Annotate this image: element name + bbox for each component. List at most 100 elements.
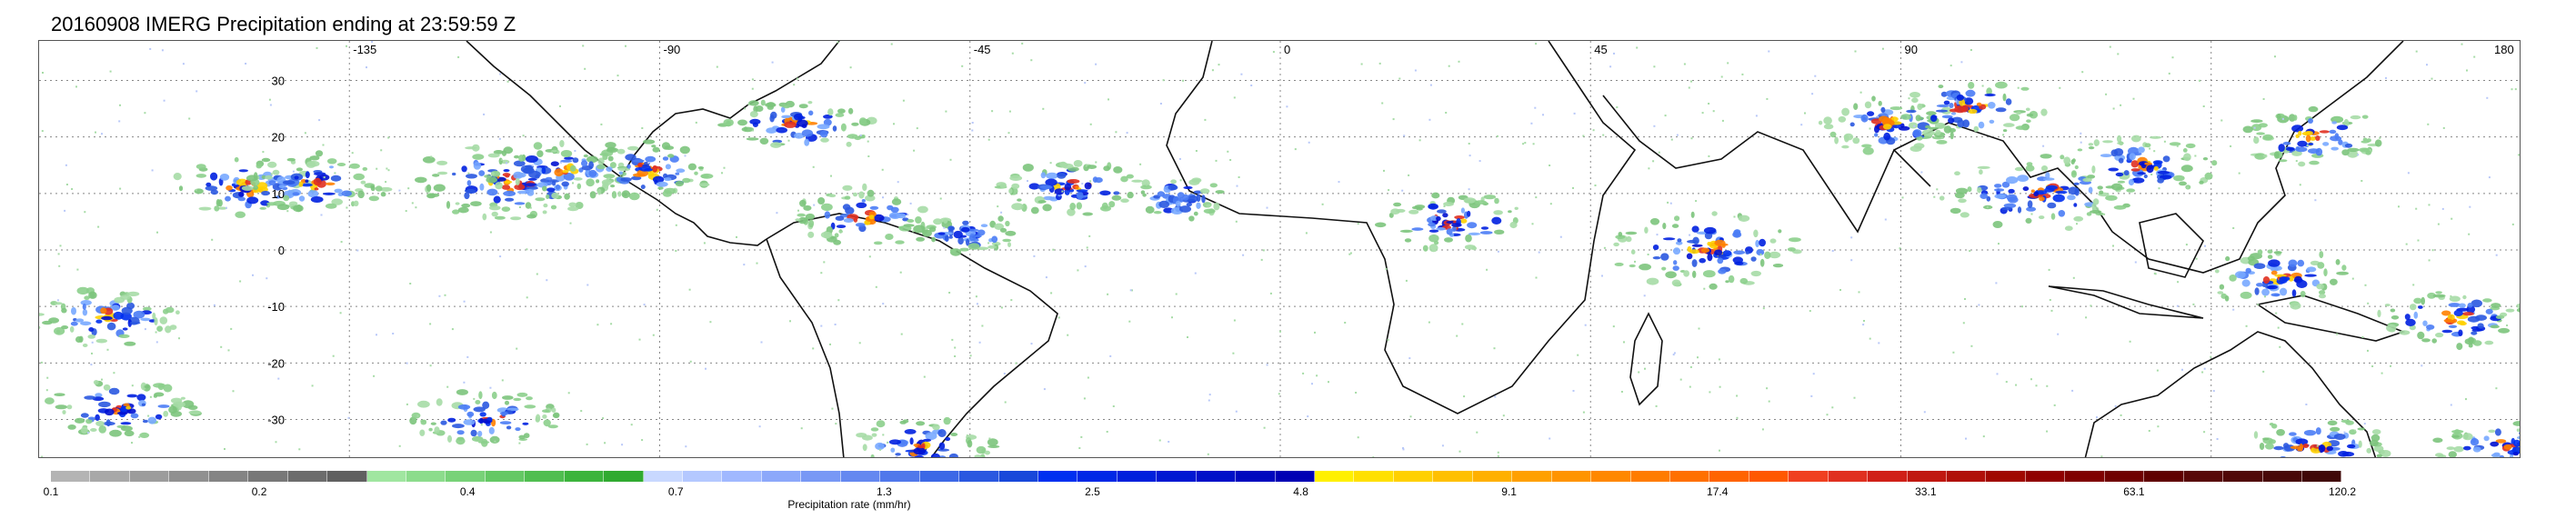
- precip-blob: [268, 180, 276, 186]
- precip-speckle: [76, 268, 79, 271]
- colorbar-swatch: [485, 471, 526, 482]
- precip-blob: [2319, 290, 2326, 295]
- precip-blob: [1930, 115, 1938, 122]
- precip-blob: [2347, 150, 2359, 158]
- precip-blob: [2448, 324, 2458, 328]
- precip-speckle: [569, 222, 572, 225]
- precip-blob: [175, 310, 180, 315]
- precip-blob: [2025, 107, 2030, 112]
- precip-speckle: [812, 347, 815, 350]
- precip-blob: [2472, 446, 2481, 453]
- precip-blob: [479, 183, 485, 191]
- precip-blob: [2323, 268, 2328, 277]
- precip-blob: [1732, 231, 1742, 238]
- precip-speckle: [304, 132, 306, 135]
- precip-speckle: [1913, 125, 1916, 127]
- precip-blob: [153, 383, 165, 388]
- precip-blob: [1131, 179, 1143, 183]
- precip-blob: [2115, 172, 2124, 177]
- precip-speckle: [2134, 261, 2137, 264]
- precip-speckle: [56, 299, 59, 302]
- precip-speckle: [887, 441, 889, 444]
- precip-speckle: [1616, 106, 1619, 108]
- precipitation-map[interactable]: -135 -90 -45 0 45 90 180 30 20 10 0 -10 -20 -30: [38, 40, 2521, 458]
- precip-blob: [1874, 125, 1879, 134]
- precip-speckle: [1208, 399, 1210, 402]
- precip-blob: [1203, 208, 1216, 214]
- precip-blob: [136, 394, 146, 402]
- precip-blob: [422, 156, 436, 164]
- precip-speckle: [1549, 203, 1552, 205]
- precip-speckle: [1613, 52, 1615, 55]
- precip-blob: [1436, 215, 1441, 222]
- precip-speckle: [2030, 378, 2032, 381]
- precip-blob: [1962, 119, 1970, 128]
- precip-blob: [1965, 89, 1976, 97]
- precip-blob: [503, 169, 510, 173]
- precip-blob: [583, 154, 588, 158]
- precip-blob: [2443, 318, 2453, 323]
- precip-blob: [286, 157, 296, 162]
- precip-blob: [1067, 179, 1080, 184]
- precip-speckle: [1272, 51, 1275, 54]
- precip-blob: [2256, 283, 2264, 287]
- precip-blob: [682, 177, 691, 184]
- precip-blob: [576, 183, 582, 190]
- precip-speckle: [1355, 392, 1358, 394]
- precip-speckle: [1408, 174, 1410, 176]
- precip-blob: [546, 187, 556, 193]
- precip-speckle: [2367, 349, 2369, 352]
- precip-blob: [875, 442, 885, 451]
- precip-blob: [1059, 161, 1067, 168]
- precip-speckle: [75, 85, 77, 88]
- precip-blob: [2280, 455, 2287, 457]
- precip-speckle: [743, 264, 746, 266]
- precip-blob: [2229, 274, 2237, 282]
- precip-blob: [305, 171, 310, 179]
- precip-blob: [456, 430, 465, 435]
- latitude-label: 30: [272, 75, 285, 88]
- precip-speckle: [1656, 234, 1659, 236]
- precip-speckle: [230, 327, 233, 330]
- precip-speckle: [1736, 416, 1739, 419]
- precip-blob: [1957, 119, 1965, 128]
- precip-blob: [298, 181, 304, 187]
- precip-blob: [188, 410, 202, 415]
- colorbar-swatch: [1551, 471, 1592, 482]
- precip-blob: [84, 395, 96, 400]
- precip-speckle: [411, 202, 414, 205]
- precip-blob: [2390, 308, 2396, 313]
- precip-speckle: [2426, 64, 2428, 66]
- precip-speckle: [830, 175, 832, 177]
- precip-blob: [524, 183, 536, 187]
- precip-blob: [1671, 224, 1679, 228]
- precip-blob: [1917, 103, 1923, 111]
- precip-blob: [2288, 259, 2298, 267]
- precip-speckle: [912, 230, 915, 233]
- precip-blob: [2330, 426, 2340, 432]
- precip-speckle: [415, 206, 417, 209]
- precip-speckle: [2199, 79, 2200, 82]
- precip-blob: [436, 398, 443, 406]
- precip-blob: [846, 141, 852, 147]
- precip-blob: [2317, 262, 2325, 269]
- precip-blob: [2466, 305, 2476, 314]
- precip-blob: [2492, 452, 2501, 456]
- precip-speckle: [1701, 112, 1704, 115]
- precip-speckle: [213, 304, 216, 306]
- precip-blob: [605, 142, 616, 149]
- precip-speckle: [429, 323, 432, 325]
- precip-blob: [542, 185, 547, 192]
- coast-asia: [1893, 41, 2404, 274]
- precip-blob: [510, 216, 522, 221]
- precip-blob: [2273, 445, 2284, 451]
- precip-blob: [535, 197, 546, 202]
- precip-blob: [1968, 82, 1975, 89]
- precip-blob: [1630, 249, 1636, 255]
- precip-blob: [1739, 277, 1749, 284]
- coast-australia: [2084, 331, 2377, 457]
- precip-blob: [195, 164, 206, 170]
- precip-blob: [1853, 103, 1859, 110]
- precip-blob: [803, 205, 812, 211]
- precip-speckle: [2415, 207, 2418, 210]
